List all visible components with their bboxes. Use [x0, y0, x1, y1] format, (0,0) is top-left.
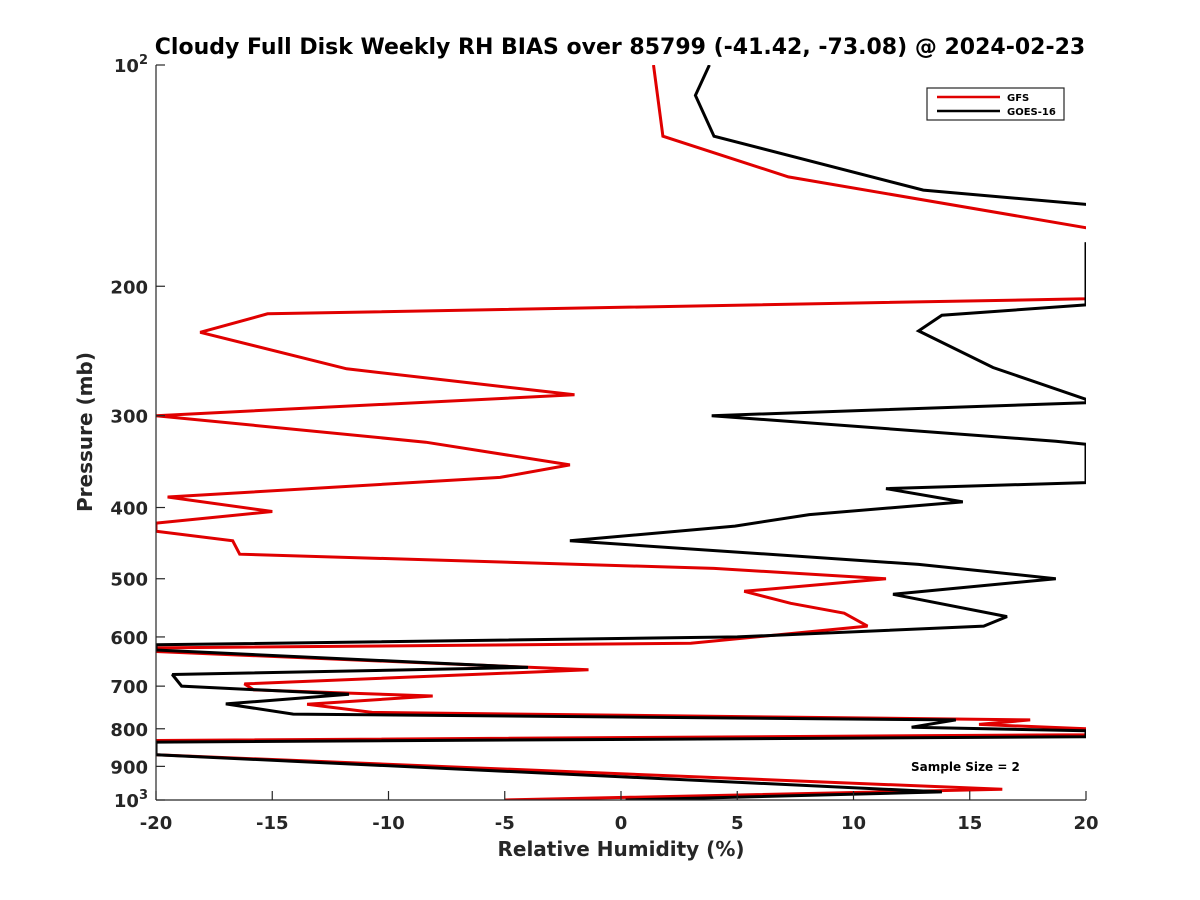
y-tick-label: 900	[110, 757, 148, 778]
x-tick-label: 0	[615, 813, 628, 834]
legend: GFS GOES-16	[926, 87, 1065, 121]
y-tick-label: 700	[110, 677, 148, 698]
y-axis-label: Pressure (mb)	[73, 352, 97, 512]
y-tick-label: 103	[114, 788, 148, 812]
series-line-goes-16	[156, 65, 1086, 800]
legend-label-goes16: GOES-16	[1007, 107, 1056, 118]
y-tick-label: 500	[110, 570, 148, 591]
x-tick-label: 10	[841, 813, 866, 834]
y-tick-label: 400	[110, 499, 148, 520]
x-tick-label: -15	[256, 813, 289, 834]
ticks-layer: -20 -15 -10 -5 0 5 10 15 20 102 200 300 400 500 600 700…	[110, 53, 1098, 834]
y-tick-label: 600	[110, 628, 148, 649]
series-line-gfs	[156, 65, 1086, 800]
y-tick-label: 102	[114, 53, 148, 77]
x-tick-label: 20	[1073, 813, 1098, 834]
y-tick-label: 300	[110, 407, 148, 428]
chart-title: Cloudy Full Disk Weekly RH BIAS over 857…	[155, 35, 1085, 60]
x-tick-label: -20	[140, 813, 173, 834]
x-tick-label: 15	[957, 813, 982, 834]
legend-box	[926, 87, 1065, 121]
sample-size-annotation: Sample Size = 2	[911, 760, 1020, 774]
x-axis-label: Relative Humidity (%)	[497, 837, 744, 861]
series-layer	[156, 65, 1086, 800]
x-tick-label: 5	[731, 813, 744, 834]
x-tick-label: -10	[372, 813, 405, 834]
y-tick-label: 200	[110, 277, 148, 298]
y-tick-label: 800	[110, 720, 148, 741]
legend-label-gfs: GFS	[1007, 93, 1029, 104]
x-tick-label: -5	[495, 813, 515, 834]
